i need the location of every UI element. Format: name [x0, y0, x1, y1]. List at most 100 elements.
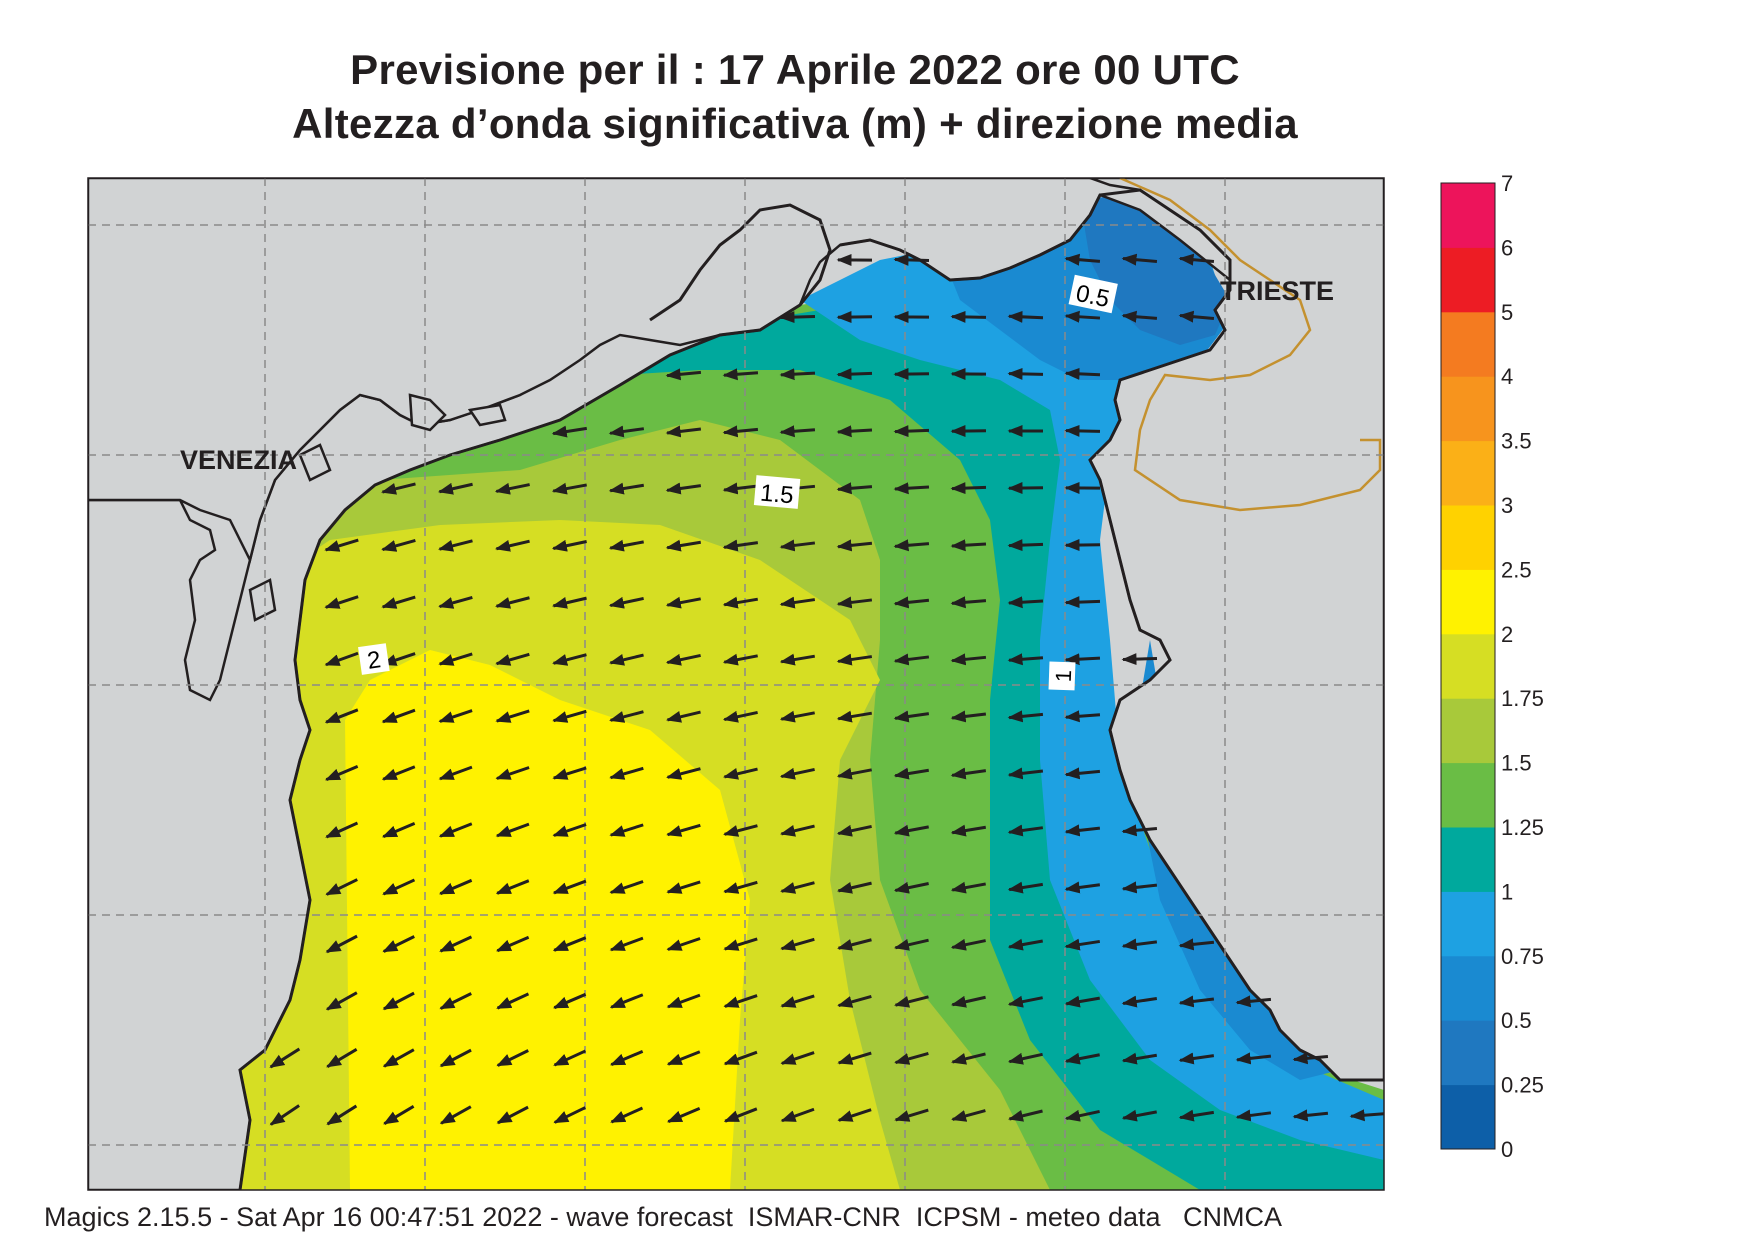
wave-arrow: [780, 1107, 815, 1123]
wave-arrow: [950, 539, 987, 552]
wave-arrow: [325, 991, 358, 1011]
wave-arrow: [326, 1048, 358, 1068]
wave-arrow: [893, 710, 930, 723]
wave-arrow: [779, 311, 816, 324]
wave-arrow: [438, 822, 473, 838]
wave-arrow: [1235, 995, 1272, 1008]
legend-swatch: [1441, 505, 1495, 570]
wave-arrow: [324, 765, 359, 781]
legend-swatch: [1441, 698, 1495, 764]
wave-arrow: [1064, 367, 1101, 380]
wave-arrow: [666, 1050, 701, 1066]
wave-arrow: [496, 1105, 529, 1125]
legend-tick-label: 4: [1501, 364, 1513, 389]
wave-arrow: [381, 708, 416, 724]
wave-arrow: [609, 823, 644, 837]
wave-arrow: [1121, 938, 1158, 951]
legend-tick-label: 0: [1501, 1137, 1513, 1162]
legend-swatch: [1441, 891, 1495, 957]
wave-arrow: [950, 767, 987, 780]
wave-arrow: [609, 880, 644, 894]
wave-arrow: [723, 880, 758, 894]
wave-arrow: [950, 995, 986, 1008]
wave-arrow: [495, 766, 530, 780]
wave-arrow: [1178, 253, 1215, 266]
wave-arrow: [666, 880, 701, 894]
wave-arrow: [780, 994, 815, 1008]
wave-arrow: [837, 938, 872, 951]
wave-arrow: [723, 767, 758, 780]
wave-direction-arrows: [269, 253, 1384, 1126]
legend-tick-label: 0.25: [1501, 1073, 1544, 1098]
wave-arrow: [722, 539, 759, 552]
coastline: [238, 188, 1384, 1190]
wave-arrow: [722, 710, 758, 723]
wave-arrow: [1178, 938, 1215, 951]
wave-arrow: [836, 368, 873, 381]
wave-arrow: [780, 937, 815, 951]
wave-arrow: [950, 425, 987, 438]
wave-arrow: [438, 595, 473, 609]
legend-tick-label: 5: [1501, 300, 1513, 325]
wave-arrow: [665, 425, 702, 438]
wave-arrow: [495, 935, 530, 953]
wave-arrow: [496, 992, 530, 1010]
map-title: Previsione per il : 17 Aprile 2022 ore 0…: [350, 46, 1240, 93]
map-area: 0.5 1.5 1 2 VENEZIA TRIESTE: [88, 178, 1384, 1190]
legend-swatch: [1441, 440, 1495, 506]
wave-arrow: [495, 709, 530, 723]
wave-arrow: [893, 253, 930, 266]
wave-arrow: [836, 482, 873, 495]
wave-arrow: [439, 1105, 472, 1125]
wave-arrow: [666, 710, 701, 723]
wave-arrow: [950, 310, 987, 323]
wave-arrow: [893, 596, 930, 609]
wave-arrow: [495, 596, 530, 609]
wave-arrow: [950, 938, 986, 951]
wave-arrow: [439, 992, 472, 1010]
wave-arrow: [495, 879, 530, 895]
wave-arrow: [722, 482, 759, 495]
wave-arrow: [950, 596, 987, 609]
wave-arrow: [324, 595, 359, 609]
wave-arrow: [836, 710, 873, 723]
wave-arrow: [894, 995, 929, 1008]
wave-arrow: [382, 878, 416, 896]
wave-arrow: [1007, 710, 1044, 723]
color-legend: 0 0.25 0.5 0.75 1 1.25 1.5 1.75 2 2.5 3 3.5 4 5 6 7: [1440, 171, 1544, 1162]
wave-arrow: [666, 823, 701, 837]
wave-arrow: [382, 991, 415, 1011]
wave-arrow: [1064, 424, 1101, 437]
wave-arrow: [1007, 1052, 1043, 1065]
svg-text:1: 1: [1051, 669, 1076, 682]
wave-arrow: [552, 653, 587, 666]
wave-arrow: [609, 766, 644, 780]
wave-arrow: [1178, 1109, 1215, 1122]
wave-arrow: [553, 1106, 586, 1124]
wave-arrow: [381, 539, 416, 552]
wave-arrow: [951, 1109, 986, 1122]
wave-arrow: [723, 1107, 758, 1123]
wave-arrow: [665, 596, 701, 609]
wave-arrow: [780, 881, 815, 894]
wave-arrow: [1178, 995, 1215, 1008]
wave-arrow: [552, 992, 587, 1010]
footer-credits: Magics 2.15.5 - Sat Apr 16 00:47:51 2022…: [44, 1202, 1283, 1232]
wave-arrow: [552, 879, 587, 895]
wave-arrow: [438, 539, 473, 552]
wave-arrow: [723, 937, 758, 951]
wave-arrow: [893, 767, 930, 780]
wave-arrow: [609, 653, 644, 666]
wave-arrow: [495, 822, 530, 838]
wave-arrow: [610, 1106, 644, 1124]
legend-tick-label: 2.5: [1501, 557, 1532, 582]
lagoon-islands: [248, 393, 507, 622]
wave-arrow: [779, 425, 816, 438]
wave-arrow: [1064, 995, 1101, 1008]
wave-arrow: [325, 878, 358, 896]
wave-arrow: [269, 1047, 301, 1069]
wave-arrow: [324, 538, 359, 552]
wave-arrow: [779, 539, 816, 552]
wave-arrow: [779, 710, 815, 723]
legend-swatch: [1441, 1020, 1495, 1086]
